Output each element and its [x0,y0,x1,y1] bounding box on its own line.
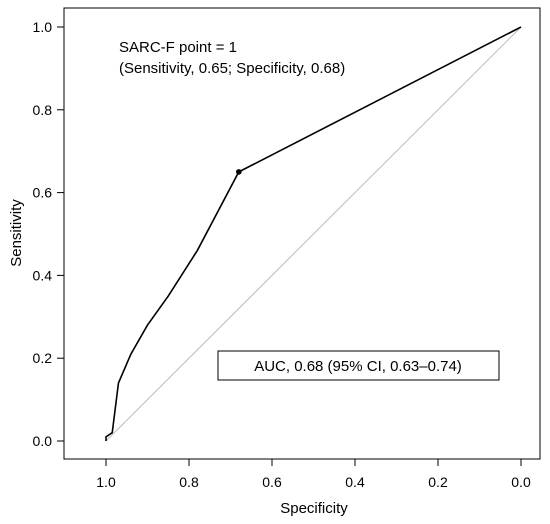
x-tick-label: 1.0 [96,474,116,490]
x-axis-ticks: 1.0 0.8 0.6 0.4 0.2 0.0 [96,459,531,490]
y-tick-label: 0.8 [33,102,53,118]
y-axis-ticks: 0.0 0.2 0.4 0.6 0.8 1.0 [33,19,64,449]
x-tick-label: 0.2 [428,474,448,490]
x-tick-label: 0.6 [262,474,282,490]
auc-box [217,350,500,381]
y-axis-label: Sensitivity [8,199,25,267]
x-tick-label: 0.0 [511,474,531,490]
cutoff-annotation-line1: SARC-F point = 1 [119,39,237,56]
x-axis-label: Specificity [280,500,348,517]
plot-frame [63,7,541,460]
x-tick-label: 0.4 [345,474,365,490]
cutoff-annotation-line2: (Sensitivity, 0.65; Specificity, 0.68) [119,60,345,77]
auc-text: AUC, 0.68 (95% CI, 0.63–0.74) [254,358,462,375]
roc-curve-line [105,26,522,441]
y-tick-label: 1.0 [33,19,53,35]
cutoff-point-marker [236,169,242,175]
y-tick-label: 0.4 [33,267,53,283]
y-tick-label: 0.6 [33,185,53,201]
y-tick-label: 0.0 [33,433,53,449]
reference-diagonal-line [105,26,522,442]
x-tick-label: 0.8 [179,474,199,490]
y-tick-label: 0.2 [33,350,53,366]
